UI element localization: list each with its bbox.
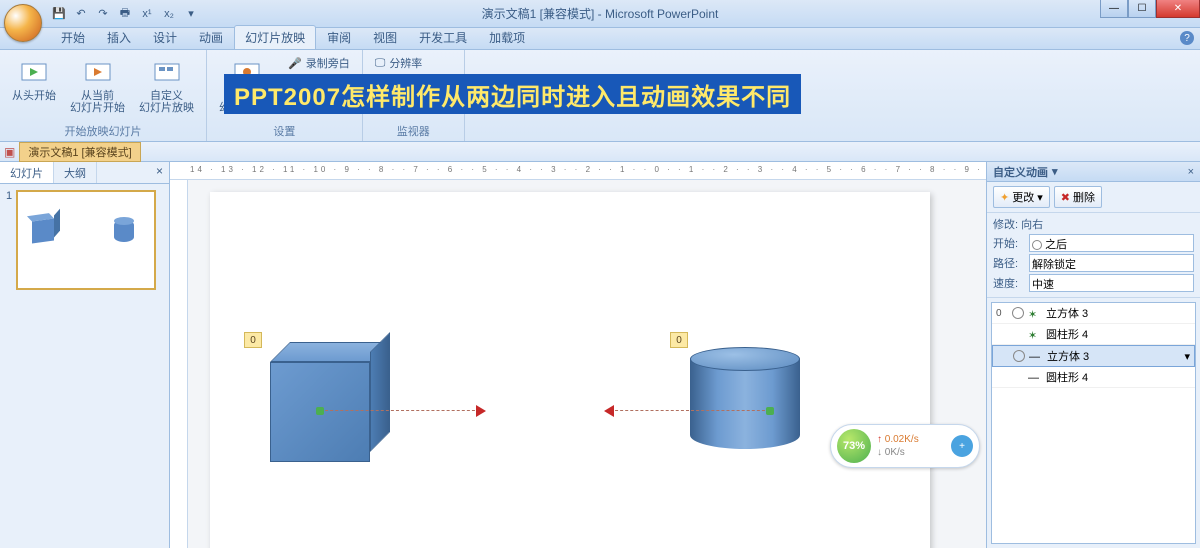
delete-icon: ✖ (1061, 191, 1070, 204)
anim-tag-0a[interactable]: 0 (244, 332, 262, 348)
mic-icon: 🎤 (288, 57, 302, 70)
path-end-icon (604, 405, 614, 417)
quick-access-toolbar: 💾 ↶ ↷ 🖶 x¹ x₂ ▾ (50, 5, 200, 23)
overlay-banner: PPT2007怎样制作从两边同时进入且动画效果不同 (224, 74, 801, 114)
monitor-icon: 🖵 (375, 57, 386, 70)
slide-thumbnail[interactable] (16, 190, 156, 290)
tab-home[interactable]: 开始 (50, 25, 96, 49)
tab-dev[interactable]: 开发工具 (408, 25, 478, 49)
clock-icon (1012, 307, 1024, 319)
tab-insert[interactable]: 插入 (96, 25, 142, 49)
qat-sep: x¹ (138, 5, 156, 23)
thumb-cylinder-icon (114, 220, 134, 242)
btn-from-current[interactable]: 从当前 幻灯片开始 (66, 54, 129, 116)
start-select[interactable]: 之后 (1029, 234, 1194, 252)
slide-canvas[interactable]: 0 0 (210, 192, 930, 548)
undo-icon[interactable]: ↶ (72, 5, 90, 23)
btn-from-beginning[interactable]: 从头开始 (8, 54, 60, 104)
speed-select[interactable]: 中速 (1029, 274, 1194, 292)
path-start-icon (766, 407, 774, 415)
tab-design[interactable]: 设计 (142, 25, 188, 49)
vertical-ruler (170, 180, 188, 548)
play-current-icon (82, 56, 114, 88)
start-label: 开始: (993, 235, 1025, 251)
shape-cylinder[interactable] (690, 347, 800, 462)
net-upload: ↑ 0.02K/s (877, 434, 919, 445)
btn-change-effect[interactable]: ✦更改 ▾ (993, 186, 1050, 208)
redo-icon[interactable]: ↷ (94, 5, 112, 23)
document-tab[interactable]: 演示文稿1 [兼容模式] (19, 142, 140, 162)
play-icon (18, 56, 50, 88)
taskpane-close-icon[interactable]: × (1188, 166, 1194, 178)
anim-item[interactable]: 0✶立方体 3 (992, 303, 1195, 324)
group-label-setup: 设置 (273, 121, 295, 139)
tab-anim[interactable]: 动画 (188, 25, 234, 49)
thumb-cube-icon (32, 218, 54, 243)
maximize-button[interactable]: ☐ (1128, 0, 1156, 18)
group-label-start: 开始放映幻灯片 (65, 121, 142, 139)
entrance-icon: ✶ (1028, 329, 1042, 339)
entrance-icon: ✶ (1028, 308, 1042, 318)
path-end-icon (476, 405, 486, 417)
horizontal-ruler (170, 162, 986, 180)
thumb-number: 1 (6, 190, 12, 290)
star-icon: ✦ (1000, 191, 1009, 204)
speed-label: 速度: (993, 275, 1025, 291)
taskpane-title: 自定义动画 (993, 164, 1048, 180)
motion-path-1[interactable] (320, 410, 480, 411)
anim-item[interactable]: —圆柱形 4 (992, 367, 1195, 388)
close-button[interactable]: ✕ (1156, 0, 1200, 18)
anim-tag-0b[interactable]: 0 (670, 332, 688, 348)
motion-path-2[interactable] (610, 410, 770, 411)
path-icon: — (1028, 372, 1042, 382)
taskpane-dropdown-icon[interactable]: ▾ (1052, 165, 1058, 178)
help-icon[interactable]: ? (1180, 31, 1194, 45)
qat-print-icon[interactable]: 🖶 (116, 5, 134, 23)
btn-resolution[interactable]: 🖵分辨率 (371, 54, 456, 72)
window-title: 演示文稿1 [兼容模式] - Microsoft PowerPoint (482, 5, 719, 22)
anim-item[interactable]: —立方体 3▾ (992, 345, 1195, 367)
custom-show-icon (151, 56, 183, 88)
path-icon: — (1029, 351, 1043, 361)
sb-close-icon[interactable]: × (150, 162, 169, 183)
sb-tab-slides[interactable]: 幻灯片 (0, 162, 54, 183)
tab-view[interactable]: 视图 (362, 25, 408, 49)
shape-cube[interactable] (270, 342, 390, 462)
office-button[interactable] (4, 4, 42, 42)
sb-tab-outline[interactable]: 大纲 (54, 162, 97, 183)
net-percent: 73% (837, 429, 871, 463)
btn-remove-effect[interactable]: ✖删除 (1054, 186, 1102, 208)
doc-icon: ▣ (4, 145, 15, 159)
network-widget[interactable]: 73% ↑ 0.02K/s ↓ 0K/s + (830, 424, 980, 468)
tab-review[interactable]: 审阅 (316, 25, 362, 49)
animation-list: 0✶立方体 3 ✶圆柱形 4 —立方体 3▾ —圆柱形 4 (991, 302, 1196, 544)
path-label: 路径: (993, 255, 1025, 271)
modify-label: 修改: 向右 (993, 216, 1194, 232)
anim-item[interactable]: ✶圆柱形 4 (992, 324, 1195, 345)
tab-slideshow[interactable]: 幻灯片放映 (234, 25, 316, 49)
group-label-monitor: 监视器 (397, 121, 430, 139)
chevron-down-icon[interactable]: ▾ (1184, 350, 1190, 363)
path-start-icon (316, 407, 324, 415)
qat-sub[interactable]: x₂ (160, 5, 178, 23)
minimize-button[interactable]: — (1100, 0, 1128, 18)
qat-drop-icon[interactable]: ▾ (182, 5, 200, 23)
tab-addins[interactable]: 加载项 (478, 25, 536, 49)
clock-icon (1013, 350, 1025, 362)
save-icon[interactable]: 💾 (50, 5, 68, 23)
net-expand-icon[interactable]: + (951, 435, 973, 457)
path-select[interactable]: 解除锁定 (1029, 254, 1194, 272)
btn-record[interactable]: 🎤录制旁白 (284, 54, 354, 72)
net-download: ↓ 0K/s (877, 447, 919, 458)
btn-custom-show[interactable]: 自定义 幻灯片放映 (135, 54, 198, 116)
